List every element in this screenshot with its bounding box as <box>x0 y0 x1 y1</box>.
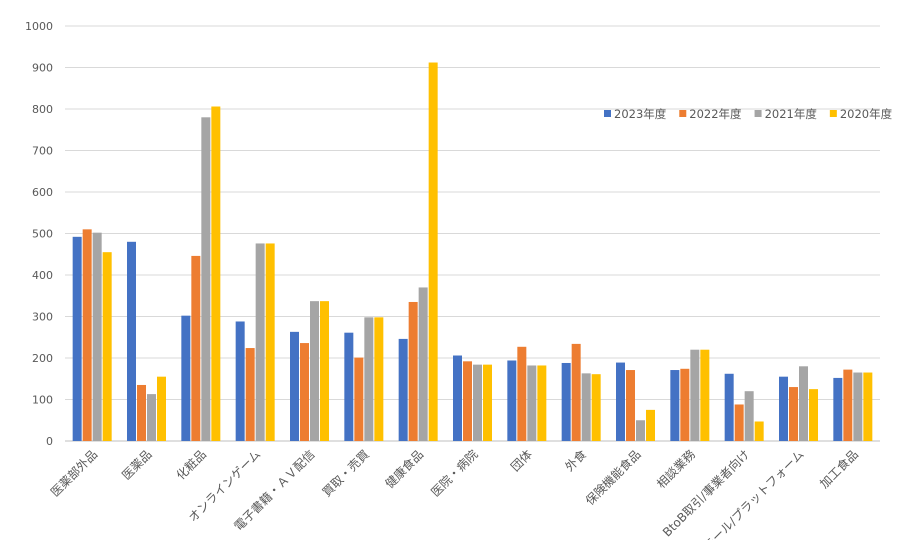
bar-2023年度-保険機能食品 <box>616 362 625 441</box>
x-category-label: 医薬品 <box>119 447 154 482</box>
bar-2023年度-相談業務 <box>670 370 680 441</box>
bar-2020年度-買取・売買 <box>374 317 384 441</box>
legend-label: 2023年度 <box>614 107 667 121</box>
bar-2020年度-外食 <box>591 374 601 441</box>
bar-2023年度-外食 <box>561 362 571 441</box>
bar-2020年度-医薬品 <box>157 376 166 441</box>
bar-2021年度-モール/プラットフォーム <box>799 366 808 441</box>
legend-label: 2022年度 <box>689 107 742 121</box>
y-tick-label: 500 <box>32 228 53 241</box>
bar-2022年度-モール/プラットフォーム <box>789 387 798 441</box>
y-tick-label: 1000 <box>25 20 53 33</box>
bar-2023年度-加工食品 <box>833 377 843 441</box>
bar-2021年度-化粧品 <box>201 117 211 442</box>
bar-2020年度-加工食品 <box>863 372 873 441</box>
y-tick-label: 100 <box>32 394 53 407</box>
bar-2023年度-買取・売買 <box>344 332 354 441</box>
bar-2023年度-化粧品 <box>181 315 191 441</box>
x-category-label: 団体 <box>508 447 535 474</box>
y-tick-label: 300 <box>32 311 53 324</box>
bar-2023年度-オンラインゲーム <box>235 321 245 441</box>
x-category-label: 化粧品 <box>174 447 209 482</box>
x-category-label: 外食 <box>562 447 590 475</box>
bar-2020年度-健康食品 <box>428 62 438 442</box>
bar-2021年度-医薬部外品 <box>92 232 102 441</box>
bar-2021年度-電子書籍・ＡＶ配信 <box>310 301 319 441</box>
bar-2020年度-化粧品 <box>211 106 221 441</box>
x-category-label: 買取・売買 <box>319 447 372 500</box>
y-tick-label: 800 <box>32 103 53 116</box>
bar-2021年度-団体 <box>527 365 537 441</box>
bar-2021年度-相談業務 <box>690 349 700 441</box>
bar-2022年度-団体 <box>517 346 527 441</box>
bar-2022年度-医薬品 <box>137 384 146 441</box>
bar-2021年度-医薬品 <box>147 394 156 441</box>
bar-2021年度-加工食品 <box>853 372 863 441</box>
bar-2021年度-買取・売買 <box>364 317 374 441</box>
bar-2022年度-相談業務 <box>680 368 690 441</box>
bar-2020年度-保険機能食品 <box>646 409 655 441</box>
y-tick-label: 400 <box>32 269 53 282</box>
bar-2022年度-保険機能食品 <box>626 370 635 441</box>
legend-label: 2021年度 <box>765 107 818 121</box>
bar-2022年度-医院・病院 <box>463 361 472 441</box>
bar-2022年度-化粧品 <box>191 255 201 441</box>
bar-2023年度-団体 <box>507 360 517 441</box>
legend-swatch <box>754 110 762 117</box>
bar-2022年度-健康食品 <box>408 301 418 441</box>
legend-swatch <box>829 110 837 117</box>
y-tick-label: 200 <box>32 352 53 365</box>
x-category-label: 保険機能食品 <box>582 447 644 509</box>
y-axis-ticks: 0 100 200 300 400 500 600 700 800 900 1000 <box>25 20 53 448</box>
y-tick-label: 600 <box>32 186 53 199</box>
legend-swatch <box>679 110 687 117</box>
bar-2022年度-医薬部外品 <box>82 229 92 441</box>
bar-2023年度-BtoB取引/事業者向け <box>724 373 734 441</box>
bar-2021年度-オンラインゲーム <box>255 243 265 441</box>
x-category-label: 加工食品 <box>816 447 861 492</box>
bar-2020年度-団体 <box>537 365 547 441</box>
bar-2021年度-医院・病院 <box>473 364 482 441</box>
bar-2020年度-医薬部外品 <box>102 252 112 441</box>
x-category-label: 医薬部外品 <box>47 447 100 500</box>
bar-2020年度-BtoB取引/事業者向け <box>754 421 764 441</box>
bar-2021年度-BtoB取引/事業者向け <box>744 391 754 441</box>
bar-2020年度-モール/プラットフォーム <box>809 389 818 441</box>
x-category-label: BtoB取引/事業者向け <box>659 447 752 540</box>
x-category-label: 相談業務 <box>653 447 698 492</box>
bar-2022年度-買取・売買 <box>354 357 364 441</box>
y-tick-label: 900 <box>32 62 53 75</box>
gridlines <box>65 25 880 442</box>
bars <box>72 62 873 442</box>
y-tick-label: 0 <box>46 435 53 448</box>
bar-2020年度-医院・病院 <box>483 364 492 441</box>
bar-2023年度-電子書籍・ＡＶ配信 <box>290 331 299 441</box>
bar-2023年度-医薬品 <box>127 241 136 441</box>
legend-label: 2020年度 <box>840 107 893 121</box>
bar-2022年度-オンラインゲーム <box>245 348 255 441</box>
bar-2023年度-健康食品 <box>398 338 408 441</box>
bar-2021年度-外食 <box>581 373 591 441</box>
bar-2022年度-加工食品 <box>843 369 853 441</box>
bar-2022年度-外食 <box>571 343 581 441</box>
x-category-label: モール/プラットフォーム <box>701 447 807 540</box>
y-tick-label: 700 <box>32 145 53 158</box>
bar-2021年度-保険機能食品 <box>636 420 645 441</box>
bar-2021年度-健康食品 <box>418 287 428 441</box>
bar-2022年度-BtoB取引/事業者向け <box>734 404 744 441</box>
bar-2023年度-医薬部外品 <box>72 236 82 441</box>
bar-2023年度-医院・病院 <box>453 355 462 441</box>
legend: 2023年度 2022年度 2021年度 2020年度 <box>604 107 893 121</box>
bar-2020年度-電子書籍・ＡＶ配信 <box>320 301 329 441</box>
bar-2022年度-電子書籍・ＡＶ配信 <box>300 343 309 441</box>
bar-2020年度-相談業務 <box>700 349 710 441</box>
bar-2020年度-オンラインゲーム <box>265 243 275 441</box>
x-category-label: 医院・病院 <box>428 447 481 500</box>
legend-swatch <box>604 110 611 117</box>
x-category-label: 健康食品 <box>382 447 427 492</box>
bar-2023年度-モール/プラットフォーム <box>779 376 788 441</box>
